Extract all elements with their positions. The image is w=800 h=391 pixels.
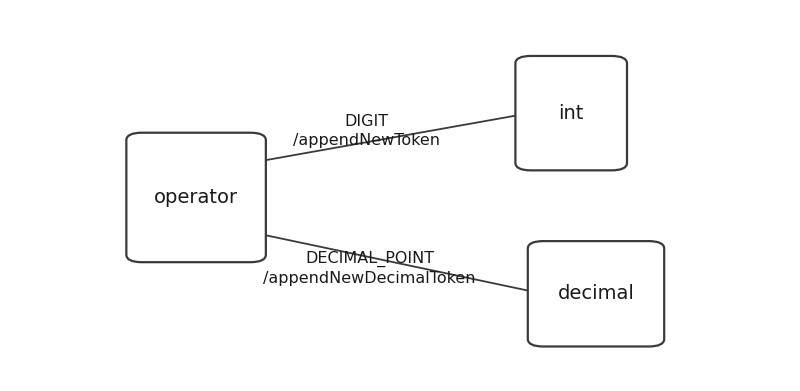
Text: operator: operator — [154, 188, 238, 207]
Text: DIGIT
/appendNewToken: DIGIT /appendNewToken — [293, 115, 440, 148]
FancyBboxPatch shape — [528, 241, 664, 346]
Text: int: int — [558, 104, 584, 123]
Text: decimal: decimal — [558, 284, 634, 303]
FancyBboxPatch shape — [515, 56, 627, 170]
Text: DECIMAL_POINT
/appendNewDecimalToken: DECIMAL_POINT /appendNewDecimalToken — [263, 251, 476, 285]
FancyBboxPatch shape — [126, 133, 266, 262]
